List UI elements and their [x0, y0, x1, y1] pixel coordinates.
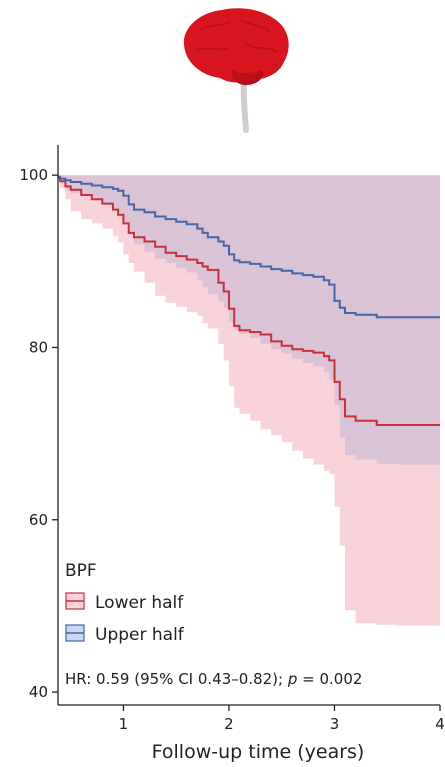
x-axis-title: Follow-up time (years) — [152, 741, 365, 763]
y-tick-label-100: 100 — [19, 166, 48, 184]
x-tick-label-4: 4 — [435, 715, 445, 733]
curve-lower-half — [58, 176, 440, 426]
confidence-bands — [58, 175, 440, 626]
brain-icon — [183, 8, 289, 133]
curve-upper-half — [58, 175, 440, 319]
legend: BPF Lower half Upper half — [65, 561, 185, 645]
hr-prefix: HR: 0.59 (95% CI 0.43–0.82); — [65, 670, 288, 688]
ci-band-upper-half — [58, 175, 440, 465]
legend-label-lower: Lower half — [95, 593, 184, 613]
legend-title: BPF — [65, 561, 97, 581]
x-tick-label-3: 3 — [330, 715, 340, 733]
hr-suffix: = 0.002 — [297, 670, 362, 688]
y-axis-ticks: 40 60 80 100 — [19, 166, 58, 701]
x-axis-ticks: 1 2 3 4 — [119, 705, 445, 733]
y-tick-label-60: 60 — [29, 511, 48, 529]
legend-label-upper: Upper half — [95, 625, 185, 645]
survival-curves — [58, 175, 440, 426]
hr-p-symbol: p — [287, 670, 298, 688]
x-tick-label-2: 2 — [224, 715, 234, 733]
hazard-ratio-annotation: HR: 0.59 (95% CI 0.43–0.82); p = 0.002 — [65, 670, 362, 688]
y-tick-label-80: 80 — [29, 338, 48, 356]
y-tick-label-40: 40 — [29, 683, 48, 701]
x-tick-label-1: 1 — [119, 715, 129, 733]
